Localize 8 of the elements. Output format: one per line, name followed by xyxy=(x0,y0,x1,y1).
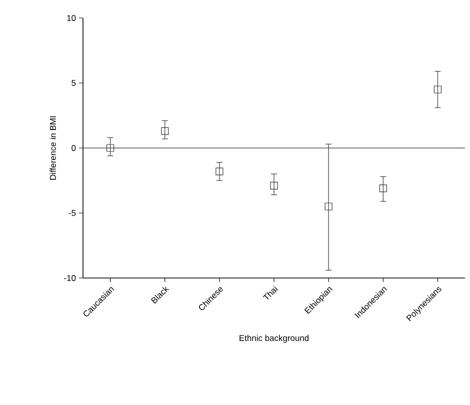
y-tick-label: -5 xyxy=(68,210,76,216)
x-tick-label: Thai xyxy=(262,286,278,300)
y-axis-title: Difference in BMI xyxy=(50,116,56,180)
x-axis-title: Ethnic background xyxy=(240,334,309,343)
y-tick-label: 0 xyxy=(72,145,76,151)
y-tick-label: -10 xyxy=(64,275,76,281)
y-tick-label: 10 xyxy=(67,15,76,21)
y-tick-label: 5 xyxy=(72,80,76,86)
